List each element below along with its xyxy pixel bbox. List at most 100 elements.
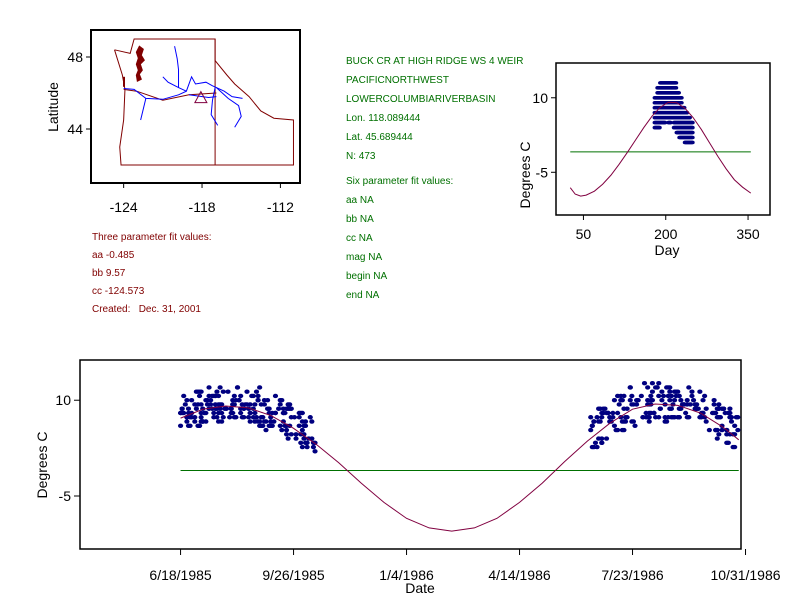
annual-point (679, 100, 684, 105)
timeseries-point (694, 402, 700, 407)
timeseries-point (288, 406, 294, 411)
timeseries-point (713, 410, 719, 416)
station-lon: Lon. 118.089444 (346, 113, 421, 124)
annual-point (668, 120, 673, 125)
timeseries-xtick-label: 1/4/1986 (379, 567, 434, 583)
timeseries-point (683, 410, 689, 416)
timeseries-point (181, 393, 187, 399)
timeseries-point (689, 393, 695, 399)
station-region: PACIFICNORTHWEST (346, 75, 449, 86)
timeseries-point (177, 423, 184, 428)
timeseries-point (605, 410, 611, 416)
six-param-title: Six parameter fit values: (346, 176, 454, 187)
timeseries-point (700, 398, 706, 403)
timeseries-point (298, 440, 304, 445)
timeseries-xtick-label: 6/18/1985 (149, 567, 211, 583)
annual-xtick-label: 50 (576, 226, 592, 242)
timeseries-point (660, 393, 667, 399)
six-param-begin: begin NA (346, 271, 388, 282)
timeseries-xtick-label: 10/31/1986 (710, 567, 780, 583)
annual-point (690, 120, 695, 125)
timeseries-point (632, 423, 638, 428)
timeseries-point (668, 406, 674, 411)
timeseries-point (732, 423, 738, 428)
timeseries-point (260, 415, 266, 420)
timeseries-point (257, 385, 263, 390)
timeseries-point (735, 415, 741, 420)
timeseries-point (657, 406, 663, 411)
station-basin: LOWERCOLUMBIARIVERBASIN (346, 94, 496, 105)
rivers (123, 46, 243, 128)
timeseries-point (179, 406, 185, 411)
timeseries-point (236, 398, 242, 403)
timeseries-point (728, 419, 735, 424)
timeseries-ylabel: Degrees C (34, 432, 50, 499)
timeseries-point (299, 410, 305, 416)
river (210, 87, 219, 126)
annual-point (690, 140, 695, 145)
timeseries-point (280, 419, 286, 424)
timeseries-point (277, 423, 283, 428)
timeseries-ytick-label: -5 (59, 488, 72, 504)
timeseries-point (296, 423, 302, 428)
timeseries-point (217, 406, 223, 411)
site-marker-triangle (194, 90, 208, 104)
timeseries-point (291, 415, 298, 420)
river (216, 87, 242, 128)
timeseries-point (219, 402, 225, 407)
timeseries-point (667, 398, 673, 403)
timeseries-point (301, 436, 307, 441)
timeseries-point (228, 406, 234, 411)
timeseries-point (659, 398, 665, 403)
timeseries-point (711, 402, 717, 407)
timeseries-point (312, 449, 318, 454)
timeseries-point (641, 380, 648, 386)
timeseries-point (695, 406, 701, 411)
timeseries-point (594, 444, 600, 450)
timeseries-point (717, 415, 724, 420)
timeseries-point (307, 415, 313, 420)
timeseries-point (272, 393, 279, 399)
annual-point (657, 125, 662, 130)
map-xtick-label: -124 (110, 199, 138, 215)
timeseries-point (208, 398, 214, 403)
timeseries-point (252, 402, 258, 407)
timeseries-point (253, 415, 260, 420)
timeseries-point (732, 444, 738, 450)
six-param-cc: cc NA (346, 233, 373, 244)
timeseries-point (727, 406, 733, 411)
timeseries-point (283, 427, 290, 433)
timeseries-point (706, 427, 712, 433)
timeseries-point (646, 419, 652, 424)
timeseries-point (227, 415, 233, 420)
annual-axis-ticks: 50 200 350 10 -5 (532, 90, 760, 242)
timeseries-point (206, 385, 212, 390)
location-map: -124 -118 -112 48 44 Latitude (45, 29, 301, 215)
timeseries-point (238, 393, 244, 399)
annual-point (690, 130, 695, 135)
annual-fit-curve (569, 101, 752, 197)
timeseries-point (301, 432, 307, 437)
timeseries-point (603, 436, 610, 441)
timeseries-point (597, 419, 603, 424)
timeseries-point (203, 419, 209, 424)
river (162, 76, 187, 92)
three-param-created: Created: Dec. 31, 2001 (92, 304, 201, 315)
timeseries-point (646, 415, 652, 420)
timeseries-point (196, 393, 203, 399)
puget-sound (135, 45, 145, 82)
timeseries-point (728, 415, 735, 420)
timeseries-point (720, 406, 727, 411)
map-ytick-label: 48 (67, 49, 83, 65)
timeseries-point (257, 419, 263, 424)
timeseries-point (299, 444, 305, 450)
timeseries-point (288, 432, 294, 437)
timeseries-point (310, 444, 317, 450)
annual-ylabel: Degrees C (517, 142, 533, 209)
timeseries-point (621, 393, 627, 399)
timeseries-point (225, 389, 231, 394)
timeseries-point (304, 444, 310, 450)
timeseries-point (266, 406, 272, 411)
timeseries-point (184, 419, 190, 424)
timeseries-point (196, 423, 203, 428)
